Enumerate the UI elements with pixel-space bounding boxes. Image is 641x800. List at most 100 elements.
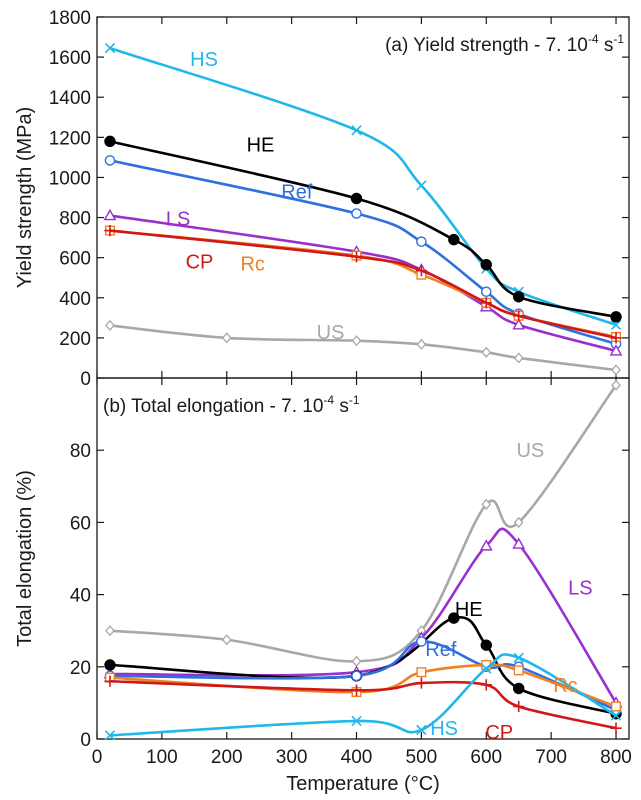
data-point-hs — [351, 125, 362, 136]
data-point-hs — [351, 715, 362, 727]
y-tick-label: 60 — [70, 513, 91, 534]
series-layer — [103, 379, 623, 741]
series-labels: HS HE Ref LS CP Rc US — [166, 49, 345, 344]
y-tick-label: 0 — [80, 369, 91, 390]
data-point-he — [513, 291, 525, 303]
panel-b-title: (b) Total elongation - 7. 10-4 s-1 — [103, 393, 360, 417]
data-point-cp — [513, 310, 525, 322]
data-point-us — [513, 352, 524, 364]
x-tick-label: 100 — [146, 747, 178, 768]
series-line-cp — [109, 229, 617, 340]
series-label-ref: Ref — [425, 639, 457, 661]
data-point-us — [221, 332, 232, 344]
data-point-ref — [351, 208, 362, 219]
series-layer — [103, 42, 623, 376]
data-point-cp — [415, 265, 427, 277]
y-tick-label: 1800 — [49, 8, 91, 29]
data-point-he — [480, 258, 492, 271]
title-exponent: -4 — [323, 393, 334, 407]
x-axis-ticks: 0 100 200 300 400 500 600 700 800 — [92, 747, 632, 768]
x-tick-label: 600 — [470, 747, 502, 768]
data-point-ls — [512, 537, 526, 549]
data-point-cp — [480, 679, 492, 691]
series-label-us: US — [317, 322, 345, 344]
data-point-hs — [416, 724, 427, 736]
y-tick-label: 200 — [59, 329, 91, 350]
title-suffix-exponent: -1 — [349, 393, 360, 407]
panel-a-title: (a) Yield strength - 7. 10-4 s-1 — [385, 32, 624, 56]
y-axis-label-b: Total elongation (%) — [14, 470, 36, 647]
data-point-he — [513, 682, 525, 695]
data-point-cp — [480, 297, 492, 309]
data-point-he — [610, 311, 622, 323]
data-point-he — [104, 659, 116, 671]
panel-yield-strength: 0 200 400 600 800 1000 1200 1400 1600 1800 HS HE Re… — [14, 8, 630, 390]
series-line-us — [109, 384, 618, 663]
data-point-he — [448, 233, 460, 246]
y-tick-label: 0 — [80, 730, 91, 751]
y-axis-ticks: 0 20 40 60 80 — [70, 378, 629, 751]
series-label-rc: Rc — [553, 675, 577, 697]
series-line-hs — [109, 46, 617, 327]
series-label-us: US — [516, 440, 544, 462]
data-point-cp — [350, 251, 363, 263]
series-label-ls: LS — [166, 209, 190, 231]
x-tick-label: 300 — [276, 747, 308, 768]
series-cp — [104, 675, 622, 734]
series-he — [104, 612, 622, 720]
title-main: (b) Total elongation - 7. 10 — [103, 396, 323, 417]
data-point-cp — [610, 332, 622, 344]
title-exponent: -4 — [588, 32, 599, 46]
series-line-he — [109, 615, 617, 715]
data-point-hs — [513, 652, 524, 663]
axes-frame — [96, 377, 630, 740]
x-tick-label: 800 — [600, 747, 632, 768]
y-tick-label: 1400 — [49, 88, 91, 109]
series-labels: US LS HE Ref Rc HS CP — [425, 440, 592, 744]
series-us — [105, 319, 621, 376]
data-point-cp — [513, 700, 525, 713]
title-suffix-exponent: -1 — [613, 32, 624, 46]
data-point-rc — [416, 667, 427, 678]
series-line-ls — [109, 527, 618, 704]
data-point-cp — [350, 684, 363, 696]
series-label-hs: HS — [430, 718, 458, 740]
data-point-ls — [609, 344, 623, 356]
series-label-he: HE — [247, 134, 275, 156]
x-tick-label: 0 — [92, 747, 103, 768]
series-label-cp: CP — [485, 722, 513, 744]
data-point-ref — [480, 286, 492, 298]
data-point-cp — [610, 722, 622, 734]
data-point-cp — [415, 677, 427, 689]
y-axis-ticks: 0 200 400 600 800 1000 1200 1400 1600 1800 — [49, 8, 629, 390]
data-point-cp — [104, 224, 116, 237]
series-line-hs — [109, 653, 617, 737]
y-tick-label: 1000 — [49, 168, 91, 189]
series-rc — [104, 659, 622, 712]
data-point-he — [104, 135, 116, 148]
data-point-rc — [611, 701, 622, 712]
data-point-us — [221, 634, 232, 646]
y-tick-label: 1200 — [49, 128, 91, 149]
series-he — [104, 135, 622, 323]
title-suffix: s — [599, 35, 614, 56]
plot-frame — [96, 377, 630, 740]
title-suffix: s — [334, 396, 349, 417]
data-point-hs — [104, 42, 116, 54]
series-line-ls — [109, 214, 617, 353]
series-cp — [104, 224, 622, 344]
data-point-he — [350, 192, 363, 205]
series-rc — [104, 225, 622, 342]
data-point-ref — [351, 670, 362, 682]
y-tick-label: 80 — [70, 441, 91, 462]
x-tick-label: 700 — [535, 747, 567, 768]
data-point-cp — [104, 675, 116, 687]
data-point-hs — [610, 319, 622, 331]
title-main: (a) Yield strength - 7. 10 — [385, 35, 588, 56]
data-point-us — [105, 625, 115, 637]
series-label-ls: LS — [568, 577, 592, 599]
data-point-us — [416, 338, 427, 350]
data-point-us — [481, 498, 492, 510]
y-tick-label: 800 — [59, 209, 91, 230]
